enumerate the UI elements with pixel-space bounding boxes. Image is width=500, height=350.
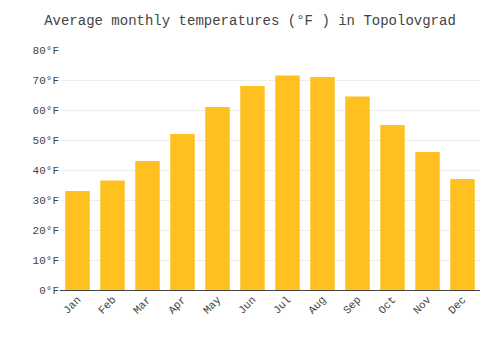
svg-text:Aug: Aug xyxy=(306,294,328,316)
svg-text:50°F: 50°F xyxy=(33,135,59,147)
svg-text:Oct: Oct xyxy=(376,294,398,316)
svg-text:Jan: Jan xyxy=(61,294,83,316)
svg-text:Average monthly temperatures (: Average monthly temperatures (°F ) in To… xyxy=(44,13,456,29)
svg-text:0°F: 0°F xyxy=(39,285,59,297)
svg-text:60°F: 60°F xyxy=(33,105,59,117)
svg-text:80°F: 80°F xyxy=(33,45,59,57)
svg-text:Jun: Jun xyxy=(236,294,258,316)
svg-text:Jul: Jul xyxy=(271,294,293,316)
svg-text:10°F: 10°F xyxy=(33,255,59,267)
svg-text:May: May xyxy=(201,294,224,317)
svg-text:Sep: Sep xyxy=(341,294,363,316)
svg-text:30°F: 30°F xyxy=(33,195,59,207)
svg-text:20°F: 20°F xyxy=(33,225,59,237)
svg-text:Mar: Mar xyxy=(131,294,153,316)
svg-text:Dec: Dec xyxy=(446,294,468,316)
svg-text:Nov: Nov xyxy=(411,294,434,317)
svg-text:Apr: Apr xyxy=(166,294,188,316)
svg-text:Feb: Feb xyxy=(96,294,118,316)
svg-text:70°F: 70°F xyxy=(33,75,59,87)
svg-text:40°F: 40°F xyxy=(33,165,59,177)
